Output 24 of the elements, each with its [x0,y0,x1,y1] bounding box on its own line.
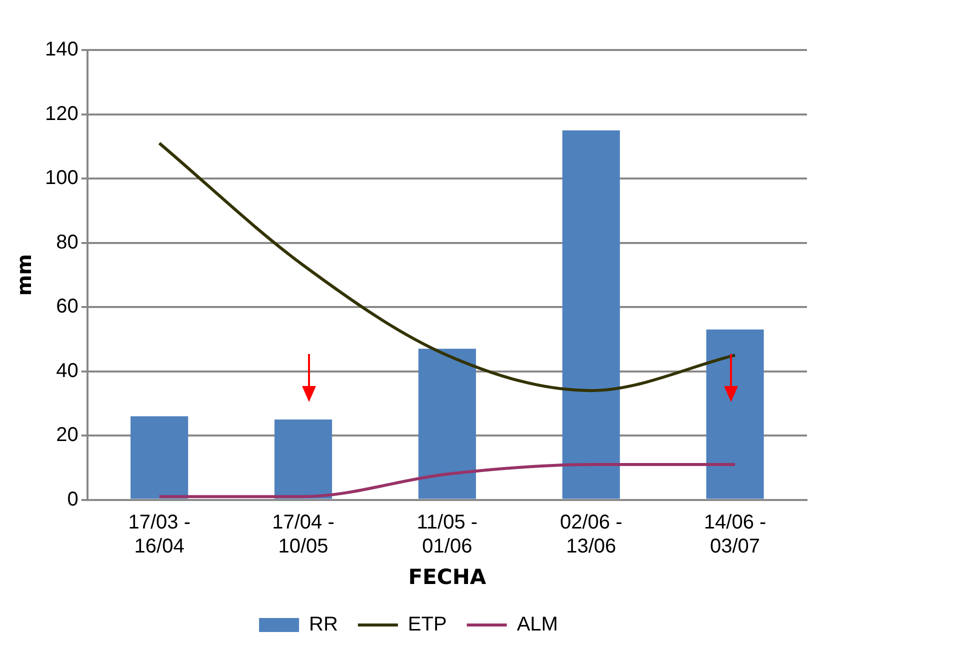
y-tick-label: 140 [44,38,78,61]
bar [274,419,332,499]
bar [706,330,764,499]
y-tick-label: 120 [44,102,78,125]
x-tick-label: 14/06 - 03/07 [704,511,766,558]
y-tick-label: 80 [56,231,78,254]
legend-label: ETP [408,614,447,636]
y-tick-label: 20 [56,424,78,446]
y-tick-label: 60 [56,296,78,318]
x-tick-label: 11/05 - 01/06 [416,511,478,558]
y-tick-label: 40 [56,360,78,382]
y-tick-label: 100 [44,167,78,190]
x-axis-title: FECHA [408,564,487,589]
legend-label: ALM [516,614,558,636]
bar [418,348,476,499]
x-tick-label: 17/03 - 16/04 [128,511,190,558]
bar [562,130,620,499]
legend-label: RR [309,614,338,636]
y-axis-title: mm [12,254,36,296]
y-tick-label: 0 [67,488,78,510]
x-tick-label: 17/04 - 10/05 [272,511,334,558]
bar [130,416,188,499]
line-series [158,142,737,392]
x-tick-label: 02/06 - 13/06 [560,511,622,558]
